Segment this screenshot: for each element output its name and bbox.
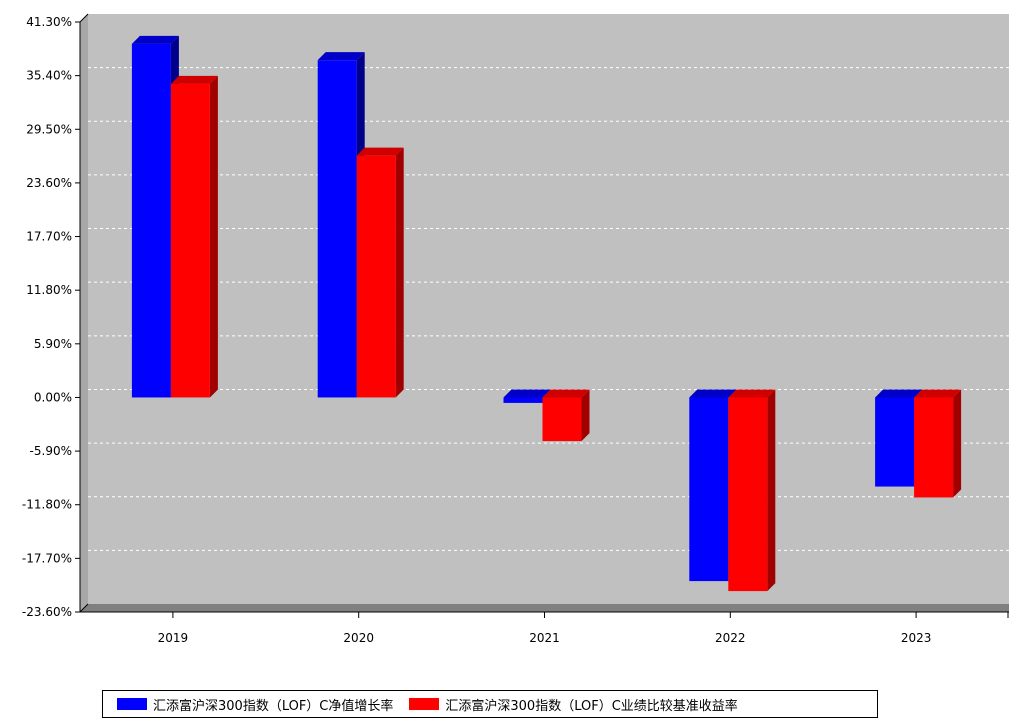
bar-chart: 41.30% 35.40% 29.50% 23.60% 17.70% 11.80% 5.90… (22, 13, 1009, 645)
y-tick-label: 35.40% (26, 69, 72, 83)
bar-top (131, 35, 179, 44)
bar-front (542, 397, 582, 442)
x-tick-label: 2020 (343, 631, 374, 645)
legend: 汇添富沪深300指数（LOF）C净值增长率 汇添富沪深300指数（LOF）C业绩… (102, 690, 878, 718)
x-tick-label: 2023 (901, 631, 932, 645)
bar-top (503, 389, 551, 398)
bar-top (689, 389, 737, 398)
x-tick-label: 2019 (158, 631, 189, 645)
legend-swatch-blue (117, 698, 147, 710)
bar-2021-series-2 (542, 389, 590, 442)
x-axis-ticks: 2019 2020 2021 2022 2023 (158, 612, 1009, 645)
bar-2020-series-2 (356, 147, 404, 398)
bar-side (953, 389, 962, 498)
bar-side (209, 75, 218, 398)
bar-2019-series-2 (170, 75, 218, 398)
y-tick-label: -17.70% (22, 551, 72, 565)
legend-swatch-red (409, 698, 440, 710)
bar-top (170, 75, 218, 84)
plot-background (88, 14, 1009, 604)
bar-2022-series-2 (728, 389, 776, 592)
y-tick-label: 11.80% (26, 283, 72, 297)
y-tick-label: 17.70% (26, 230, 72, 244)
legend-item-nav-growth: 汇添富沪深300指数（LOF）C净值增长率 (117, 695, 393, 714)
y-axis-ticks: 41.30% 35.40% 29.50% 23.60% 17.70% 11.80% 5.90… (22, 15, 80, 619)
bar-front (503, 397, 543, 403)
bar-side (395, 147, 404, 398)
bar-top (875, 389, 923, 398)
x-tick-label: 2022 (715, 631, 746, 645)
legend-item-benchmark-return: 汇添富沪深300指数（LOF）C业绩比较基准收益率 (409, 695, 738, 714)
plot-area (80, 14, 1009, 612)
bar-front (317, 60, 357, 398)
legend-label: 汇添富沪深300指数（LOF）C净值增长率 (153, 698, 394, 714)
legend-label: 汇添富沪深300指数（LOF）C业绩比较基准收益率 (445, 698, 738, 714)
bars (131, 35, 962, 592)
bar-front (875, 397, 915, 487)
bar-top (317, 52, 365, 61)
y-tick-label: 5.90% (34, 337, 72, 351)
bar-front (914, 397, 954, 498)
y-tick-label: -11.80% (22, 498, 72, 512)
y-tick-label: 0.00% (34, 390, 72, 404)
bar-top (356, 147, 404, 156)
y-tick-label: 29.50% (26, 122, 72, 136)
bar-front (356, 155, 396, 398)
x-tick-label: 2021 (529, 631, 560, 645)
y-tick-label: -23.60% (22, 605, 72, 619)
bar-front (689, 397, 729, 582)
bar-side (767, 389, 776, 592)
bar-2023-series-2 (914, 389, 962, 498)
plot-floor (80, 604, 1009, 612)
bar-front (131, 43, 171, 398)
bar-front (170, 83, 210, 398)
y-tick-label: -5.90% (30, 444, 72, 458)
bar-top (728, 389, 776, 398)
axis-depth-line (79, 603, 89, 613)
bar-front (728, 397, 768, 592)
y-tick-label: 23.60% (26, 176, 72, 190)
axis-depth-line (79, 13, 89, 23)
y-tick-label: 41.30% (26, 15, 72, 29)
bar-side (581, 389, 590, 442)
bar-top (542, 389, 590, 398)
bar-top (914, 389, 962, 398)
